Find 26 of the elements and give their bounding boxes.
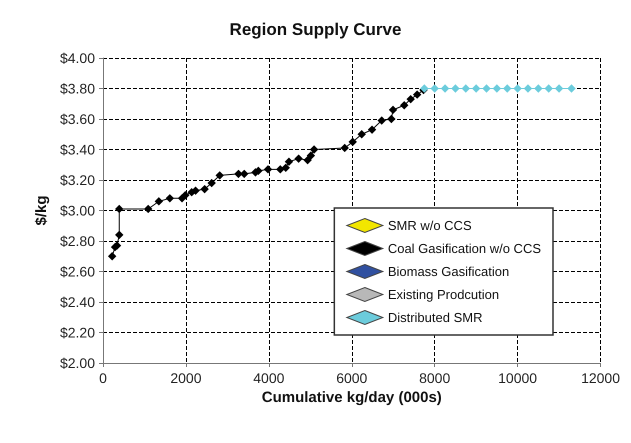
x-axis-title: Cumulative kg/day (000s) — [262, 388, 442, 406]
y-tick-label: $3.40 — [60, 142, 96, 158]
y-axis-title: $/kg — [33, 195, 50, 226]
y-tick-label: $3.60 — [60, 111, 96, 127]
legend-label: Distributed SMR — [388, 310, 482, 325]
y-tick-label: $2.40 — [60, 294, 96, 310]
y-tick-label: $4.00 — [60, 50, 96, 66]
legend-label: Existing Prodcution — [388, 287, 500, 302]
x-tick-label: 2000 — [170, 370, 202, 386]
y-tick-label: $2.20 — [60, 324, 96, 340]
x-tick-label: 4000 — [253, 370, 285, 386]
x-tick-label: 10000 — [498, 370, 538, 386]
y-tick-label: $2.00 — [60, 355, 96, 371]
x-tick-label: 8000 — [419, 370, 450, 386]
y-tick-label: $3.80 — [60, 80, 96, 96]
x-tick-label: 12000 — [581, 370, 620, 386]
y-tick-label: $3.20 — [60, 172, 96, 188]
legend-label: Coal Gasification w/o CCS — [388, 241, 542, 256]
y-tick-label: $3.00 — [60, 202, 96, 218]
x-tick-label: 6000 — [336, 370, 368, 386]
y-tick-label: $2.60 — [60, 264, 96, 280]
chart-title: Region Supply Curve — [230, 20, 402, 39]
y-tick-label: $2.80 — [60, 233, 96, 249]
legend-label: Biomass Gasification — [388, 264, 510, 279]
legend-label: SMR w/o CCS — [388, 218, 472, 233]
x-tick-label: 0 — [99, 370, 108, 386]
